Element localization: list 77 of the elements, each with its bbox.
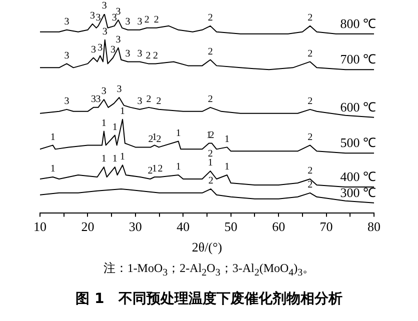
annotation: 2 <box>154 14 159 26</box>
annotation: 3 <box>96 12 101 24</box>
annotation: 1 <box>101 154 106 165</box>
annotation: 3 <box>96 94 101 106</box>
series-label: 700 ℃ <box>340 52 376 67</box>
annotation: 1 <box>224 162 230 173</box>
x-tick-label: 60 <box>272 219 286 234</box>
annotation: 1 <box>120 152 126 163</box>
annotation: 1 <box>208 158 213 169</box>
series-label: 500 ℃ <box>340 135 376 150</box>
annotation: 1 <box>152 132 158 143</box>
annotation: 2 <box>308 166 313 177</box>
annotation: 3 <box>64 96 70 108</box>
annotation: 1 <box>120 106 126 117</box>
annotation: 3 <box>125 48 130 60</box>
annotation: 3 <box>137 16 142 28</box>
annotation: 3 <box>112 12 117 24</box>
annotation: 2 <box>208 176 214 187</box>
annotation: 3 <box>110 44 116 56</box>
annotation: 2 <box>146 94 152 106</box>
x-tick-label: 70 <box>320 219 333 234</box>
annotation: 1 <box>152 164 158 175</box>
annotation: 3 <box>137 96 142 108</box>
annotation: 2 <box>208 46 213 58</box>
annotation: 2 <box>146 50 151 62</box>
annotation: 1 <box>50 164 56 175</box>
annotation: 2 <box>152 50 158 62</box>
annotation: 1 <box>112 154 118 165</box>
annotation: 2 <box>158 164 163 175</box>
annotation: 1 <box>101 118 106 129</box>
annotation: 2 <box>308 96 313 108</box>
x-tick-label: 80 <box>368 219 380 234</box>
text: 图 1 不同预处理温度下废催化剂物相分析 <box>74 290 344 308</box>
annotation: 3 <box>90 44 96 56</box>
annotation: 2 <box>308 132 313 143</box>
x-axis-title: 2θ/(°) <box>192 240 222 255</box>
annotation: 3 <box>125 16 130 28</box>
annotation: 2 <box>148 166 153 177</box>
annotation: 2 <box>308 180 313 191</box>
annotation: 3 <box>101 86 106 98</box>
annotation: 3 <box>64 16 70 28</box>
series-label: 300 ℃ <box>340 184 376 200</box>
annotation: 3 <box>137 48 142 60</box>
annotation: 2 <box>208 148 213 160</box>
annotation: 2 <box>148 134 154 145</box>
annotation: 2 <box>156 96 162 108</box>
annotation: 2 <box>209 130 214 141</box>
annotation: 3 <box>116 6 121 18</box>
annotation: 2 <box>208 94 213 106</box>
annotation: 2 <box>156 134 162 145</box>
annotation: 3 <box>90 94 96 106</box>
annotation: 3 <box>116 84 122 96</box>
x-tick-label: 50 <box>224 219 238 234</box>
x-tick-label: 20 <box>81 219 94 234</box>
annotation: 1 <box>112 122 118 133</box>
annotation: 1 <box>176 162 181 173</box>
annotation: 2 <box>308 12 313 24</box>
annotation: 1 <box>224 134 230 145</box>
annotation: 3 <box>102 0 107 12</box>
annotation: 3 <box>102 26 108 38</box>
annotation: 2 <box>308 48 313 60</box>
annotation: 1 <box>206 130 212 141</box>
series-label: 600 ℃ <box>340 99 376 114</box>
x-tick-label: 40 <box>176 219 190 234</box>
annotation: 1 <box>176 128 181 139</box>
annotation: 1 <box>50 132 56 143</box>
annotation: 2 <box>144 14 150 26</box>
annotation: 3 <box>90 10 95 22</box>
annotation: 3 <box>98 42 103 54</box>
x-tick-label: 10 <box>34 219 46 234</box>
annotation: 2 <box>208 12 213 24</box>
annotation: 3 <box>64 50 70 62</box>
annotation: 3 <box>116 34 121 46</box>
series-label: 800 ℃ <box>340 16 376 31</box>
series-label: 400 ℃ <box>340 168 376 184</box>
text: 注：1-MoO$_{3}$；2-Al$_{2}$O$_{3}$；3-Al$_{2}$(MoO$_{4}$)$_{3}$。 <box>103 261 315 278</box>
x-tick-label: 30 <box>128 219 142 234</box>
